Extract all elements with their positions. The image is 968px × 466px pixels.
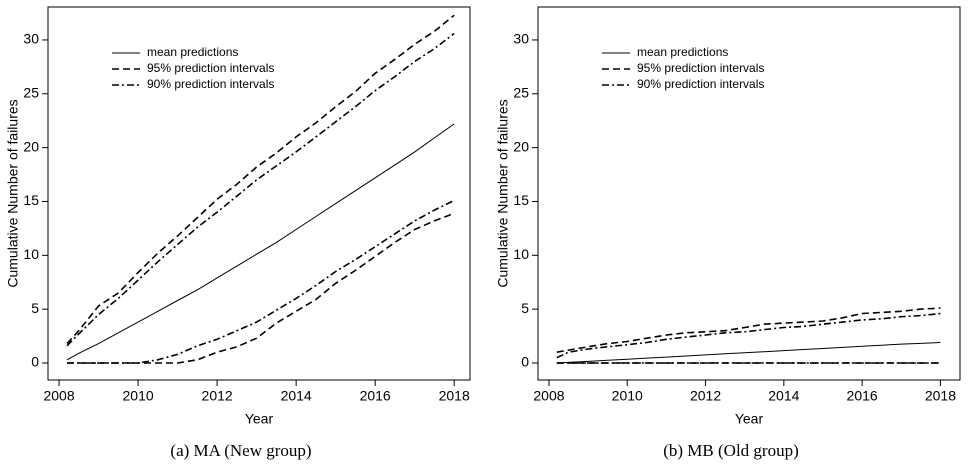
y-tick-label: 5: [521, 300, 529, 316]
plot-frame: [537, 6, 961, 381]
x-tick-label: 2014: [281, 388, 312, 404]
caption: (b) MB (Old group): [663, 441, 799, 460]
x-tick-label: 2008: [533, 388, 564, 404]
y-axis-label: Cumulative Number of failures: [495, 99, 511, 287]
x-axis-label: Year: [245, 411, 274, 427]
y-tick-label: 30: [23, 31, 39, 47]
y-tick-label: 20: [513, 138, 529, 154]
x-tick-label: 2008: [43, 388, 74, 404]
y-tick-label: 10: [23, 246, 39, 262]
legend-label: mean predictions: [147, 45, 238, 59]
series-line: [66, 123, 455, 361]
x-tick-label: 2016: [847, 388, 878, 404]
x-tick-label: 2010: [123, 388, 154, 404]
x-axis-label: Year: [735, 411, 764, 427]
series-line: [66, 32, 455, 347]
x-tick-label: 2010: [612, 388, 643, 404]
y-tick-label: 30: [513, 31, 529, 47]
y-tick-label: 5: [31, 300, 39, 316]
y-tick-label: 10: [513, 246, 529, 262]
legend-label: 95% prediction intervals: [147, 61, 274, 75]
legend-label: mean predictions: [637, 45, 728, 59]
x-tick-label: 2012: [202, 388, 233, 404]
series-line: [66, 14, 455, 345]
series-line: [556, 342, 941, 364]
legend-label: 95% prediction intervals: [637, 61, 764, 75]
plot-frame: [47, 6, 471, 381]
x-tick-label: 2012: [690, 388, 721, 404]
y-tick-label: 25: [23, 84, 39, 100]
series-line: [67, 212, 455, 364]
y-tick-label: 15: [513, 192, 529, 208]
y-tick-label: 25: [513, 84, 529, 100]
y-tick-label: 20: [23, 138, 39, 154]
y-tick-label: 0: [521, 354, 529, 370]
legend-label: 90% prediction intervals: [147, 77, 274, 91]
y-tick-label: 15: [23, 192, 39, 208]
caption: (a) MA (New group): [170, 441, 311, 460]
y-axis-label: Cumulative Number of failures: [5, 99, 21, 287]
series-line: [556, 312, 941, 359]
series-line: [556, 307, 941, 353]
x-tick-label: 2014: [768, 388, 799, 404]
x-tick-label: 2018: [925, 388, 956, 404]
y-tick-label: 0: [31, 354, 39, 370]
x-tick-label: 2016: [360, 388, 391, 404]
series-line: [67, 199, 455, 364]
x-tick-label: 2018: [439, 388, 470, 404]
legend-label: 90% prediction intervals: [637, 77, 764, 91]
